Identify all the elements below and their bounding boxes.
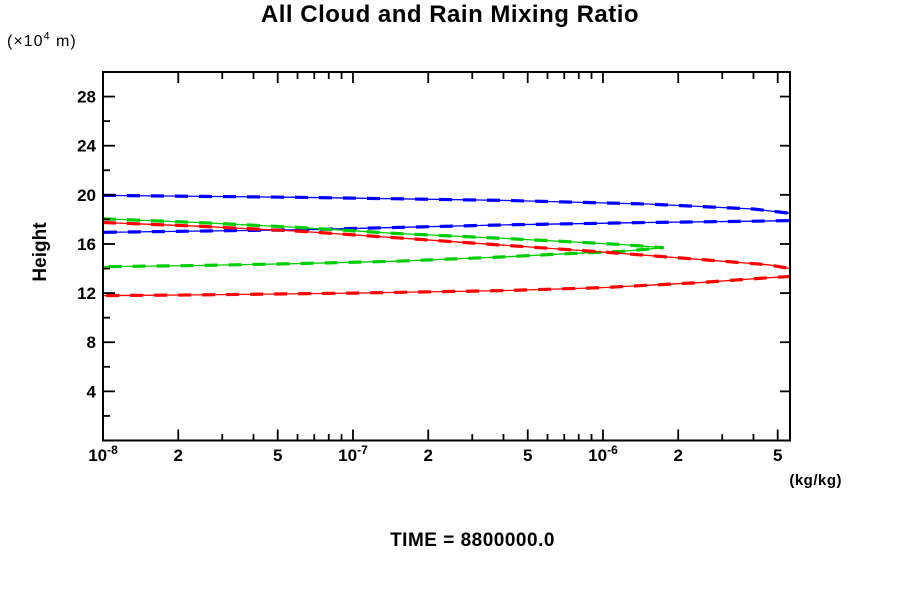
x-tick-label: 2	[424, 446, 433, 465]
x-tick-label: 2	[174, 446, 183, 465]
y-tick-label: 28	[77, 88, 96, 107]
y-axis-ticks	[103, 95, 790, 417]
x-tick-label: 10-8	[88, 443, 118, 465]
y-tick-label: 20	[77, 186, 96, 205]
y-units-suffix: m)	[50, 33, 77, 50]
plot-frame	[102, 71, 791, 442]
x-axis-ticks	[102, 72, 779, 441]
time-label: TIME = 8800000.0	[390, 530, 555, 551]
chart-title: All Cloud and Rain Mixing Ratio	[260, 1, 640, 28]
y-tick-label: 8	[87, 333, 96, 352]
x-tick-label: 2	[673, 446, 682, 465]
series-green-dashes	[103, 217, 664, 269]
x-tick-label: 5	[773, 446, 782, 465]
y-axis-units-label: (×104 m)	[7, 30, 77, 51]
x-tick-label: 10-7	[338, 443, 368, 465]
x-tick-label: 5	[273, 446, 282, 465]
y-tick-label: 24	[77, 137, 96, 156]
x-tick-label: 10-6	[588, 443, 618, 465]
series-group	[103, 193, 790, 298]
x-tick-label: 5	[523, 446, 532, 465]
series-red-dashes	[103, 220, 790, 298]
x-axis-units-label: (kg/kg)	[789, 472, 842, 489]
y-units-exponent: 4	[43, 30, 51, 43]
y-tick-labels: 4 8 12 16 20 24 28	[77, 88, 96, 402]
y-tick-label: 4	[87, 382, 97, 401]
y-units-prefix: (×10	[7, 33, 44, 50]
y-tick-label: 12	[77, 284, 96, 303]
x-tick-labels: 10-8 2 5 10-7 2 5 10-6 2 5	[88, 443, 782, 465]
y-tick-label: 16	[77, 235, 96, 254]
series-blue-dashes	[103, 193, 790, 234]
